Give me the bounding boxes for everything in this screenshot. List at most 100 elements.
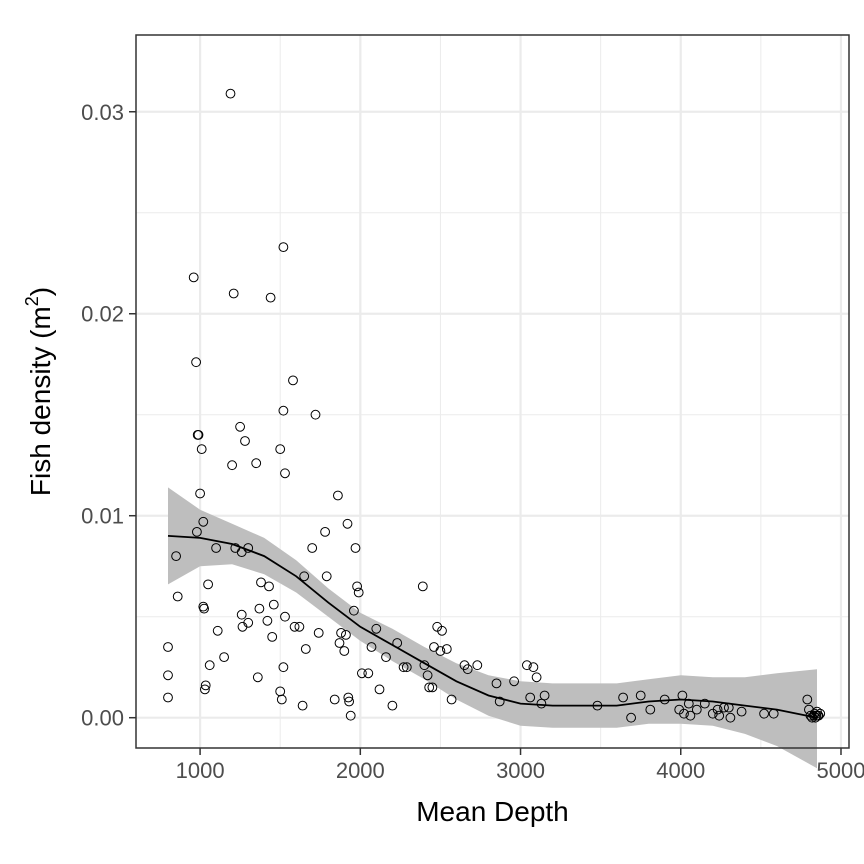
data-point — [528, 662, 539, 673]
data-point — [381, 652, 391, 662]
data-point — [437, 625, 447, 636]
data-point — [321, 571, 332, 582]
data-point — [219, 652, 230, 662]
data-point — [522, 660, 532, 671]
data-point — [349, 605, 359, 616]
data-point — [268, 599, 279, 610]
data-point — [441, 644, 452, 654]
data-point — [243, 617, 254, 628]
data-point — [635, 690, 646, 701]
plot-panel-background — [136, 35, 849, 748]
data-point — [427, 682, 438, 693]
data-point — [203, 579, 214, 590]
data-point — [200, 680, 211, 691]
data-point — [525, 692, 536, 703]
smooth-line-layer — [167, 535, 818, 719]
data-point — [300, 644, 311, 654]
data-point — [212, 625, 223, 636]
y-tick-label: 0.01 — [81, 504, 124, 529]
data-point — [236, 609, 247, 620]
data-point — [417, 581, 428, 592]
data-point — [344, 696, 355, 707]
data-point — [280, 468, 290, 479]
data-point — [812, 706, 822, 717]
data-point — [172, 591, 183, 602]
data-point — [280, 611, 290, 622]
data-point — [276, 694, 287, 705]
data-point — [815, 708, 826, 719]
data-point — [712, 704, 723, 715]
data-point — [294, 621, 305, 632]
data-point — [313, 628, 324, 638]
data-point — [240, 436, 250, 446]
data-point — [759, 708, 769, 719]
data-point — [265, 292, 276, 303]
data-point — [251, 458, 262, 469]
data-point — [193, 430, 204, 440]
y-axis-title: Fish density (m2) — [22, 287, 56, 496]
data-point — [278, 662, 289, 673]
data-point — [494, 696, 505, 707]
data-point — [211, 543, 222, 553]
data-point — [163, 642, 173, 652]
data-point — [252, 672, 263, 683]
data-point — [371, 623, 382, 634]
data-point — [243, 543, 254, 553]
data-point — [188, 272, 199, 283]
data-point — [491, 678, 502, 689]
data-point — [352, 581, 363, 592]
confidence-band — [168, 487, 817, 769]
data-point — [387, 700, 398, 711]
plot-panel-border — [135, 34, 850, 749]
x-tick-label: 2000 — [336, 758, 385, 783]
data-point — [350, 543, 361, 553]
data-point — [163, 692, 173, 703]
data-point — [683, 698, 694, 709]
data-point — [196, 444, 207, 455]
data-point — [802, 694, 813, 705]
data-point — [725, 712, 736, 723]
smooth-trend-line — [167, 535, 818, 719]
data-point — [366, 642, 377, 652]
data-point — [435, 646, 446, 656]
data-point — [398, 662, 409, 673]
data-point — [199, 603, 210, 614]
data-point — [659, 694, 670, 705]
x-tick-label: 1000 — [176, 758, 225, 783]
data-point — [679, 708, 689, 719]
data-point — [531, 672, 542, 683]
data-point — [645, 704, 656, 715]
data-point — [191, 357, 202, 368]
data-point — [699, 698, 710, 709]
data-point — [254, 603, 265, 614]
data-point — [299, 571, 310, 582]
data-point — [618, 692, 628, 703]
data-point — [333, 490, 343, 501]
data-point — [195, 488, 206, 499]
data-point — [813, 710, 824, 721]
data-point — [685, 710, 696, 721]
data-point — [235, 421, 246, 432]
minor-gridlines — [136, 35, 849, 748]
data-point — [288, 375, 298, 386]
data-point — [334, 638, 345, 648]
data-point — [262, 615, 273, 626]
x-axis-title: Mean Depth — [416, 796, 569, 827]
data-point — [278, 242, 289, 253]
data-point — [256, 577, 266, 588]
data-point — [200, 684, 210, 695]
y-tick-label: 0.00 — [81, 706, 124, 731]
data-point — [204, 660, 215, 671]
data-points-layer — [163, 88, 826, 723]
x-tick-label: 5000 — [817, 758, 864, 783]
data-point — [592, 700, 603, 711]
data-point — [353, 587, 364, 598]
data-point — [275, 444, 286, 455]
y-axis-title-superscript: 2 — [22, 296, 42, 306]
data-point — [307, 543, 318, 553]
data-point — [419, 660, 430, 671]
data-point — [539, 690, 550, 701]
x-axis-ticks: 1000 2000 3000 4000 5000 — [176, 748, 864, 783]
data-point — [329, 694, 340, 705]
data-point — [374, 684, 385, 695]
